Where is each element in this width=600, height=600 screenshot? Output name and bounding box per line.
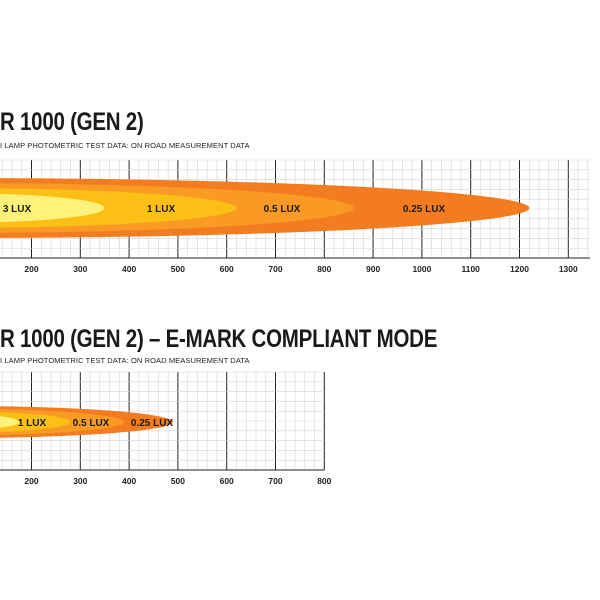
chart-subtitle: I LAMP PHOTOMETRIC TEST DATA: ON ROAD ME… xyxy=(0,356,250,365)
x-tick-label: 500 xyxy=(171,264,185,274)
beam-series xyxy=(0,406,174,438)
x-tick-label: 400 xyxy=(122,264,136,274)
beam-chart: 0.25 LUX 0.5 LUX 1 LUX 3 LUX 200 300 400 500 600… xyxy=(0,159,590,274)
x-tick-label: 600 xyxy=(220,476,234,486)
beam-labels: 0.25 LUX 0.5 LUX 1 LUX xyxy=(18,418,174,429)
x-tick-label: 700 xyxy=(268,264,282,274)
beam-label: 1 LUX xyxy=(18,418,47,429)
x-tick-label: 800 xyxy=(317,476,331,486)
x-tick-labels: 200 300 400 500 600 700 800 900 1000 1100 1200 1300 xyxy=(24,264,578,274)
beam-labels: 0.25 LUX 0.5 LUX 1 LUX 3 LUX xyxy=(3,204,446,215)
chart-subtitle: I LAMP PHOTOMETRIC TEST DATA: ON ROAD ME… xyxy=(0,141,250,150)
x-tick-label: 200 xyxy=(24,264,38,274)
x-tick-label: 200 xyxy=(24,476,38,486)
x-tick-label: 1100 xyxy=(461,264,480,274)
x-tick-label: 400 xyxy=(122,476,136,486)
x-tick-label: 600 xyxy=(220,264,234,274)
x-tick-label: 1300 xyxy=(559,264,578,274)
x-tick-label: 1200 xyxy=(510,264,529,274)
x-tick-label: 300 xyxy=(73,476,87,486)
chart-title: R 1000 (GEN 2) – E-MARK COMPLIANT MODE xyxy=(0,325,438,353)
chart-panel-1: R 1000 (GEN 2) I LAMP PHOTOMETRIC TEST D… xyxy=(0,0,600,290)
x-tick-label: 500 xyxy=(171,476,185,486)
beam-1-lux xyxy=(0,412,71,432)
beam-label: 0.5 LUX xyxy=(264,204,301,215)
x-tick-label: 700 xyxy=(268,476,282,486)
beam-series xyxy=(0,178,530,238)
x-tick-label: 1000 xyxy=(412,264,431,274)
x-tick-label: 300 xyxy=(73,264,87,274)
x-tick-label: 900 xyxy=(366,264,380,274)
beam-3-lux xyxy=(0,193,105,223)
beam-label: 3 LUX xyxy=(3,204,32,215)
beam-core xyxy=(0,416,20,428)
beam-label: 0.25 LUX xyxy=(403,204,446,215)
chart-title: R 1000 (GEN 2) xyxy=(0,108,144,136)
beam-label: 0.5 LUX xyxy=(73,418,110,429)
beam-label: 1 LUX xyxy=(147,204,176,215)
beam-label: 0.25 LUX xyxy=(131,418,174,429)
x-tick-label: 800 xyxy=(317,264,331,274)
x-tick-labels: 200 300 400 500 600 700 800 xyxy=(24,476,331,486)
